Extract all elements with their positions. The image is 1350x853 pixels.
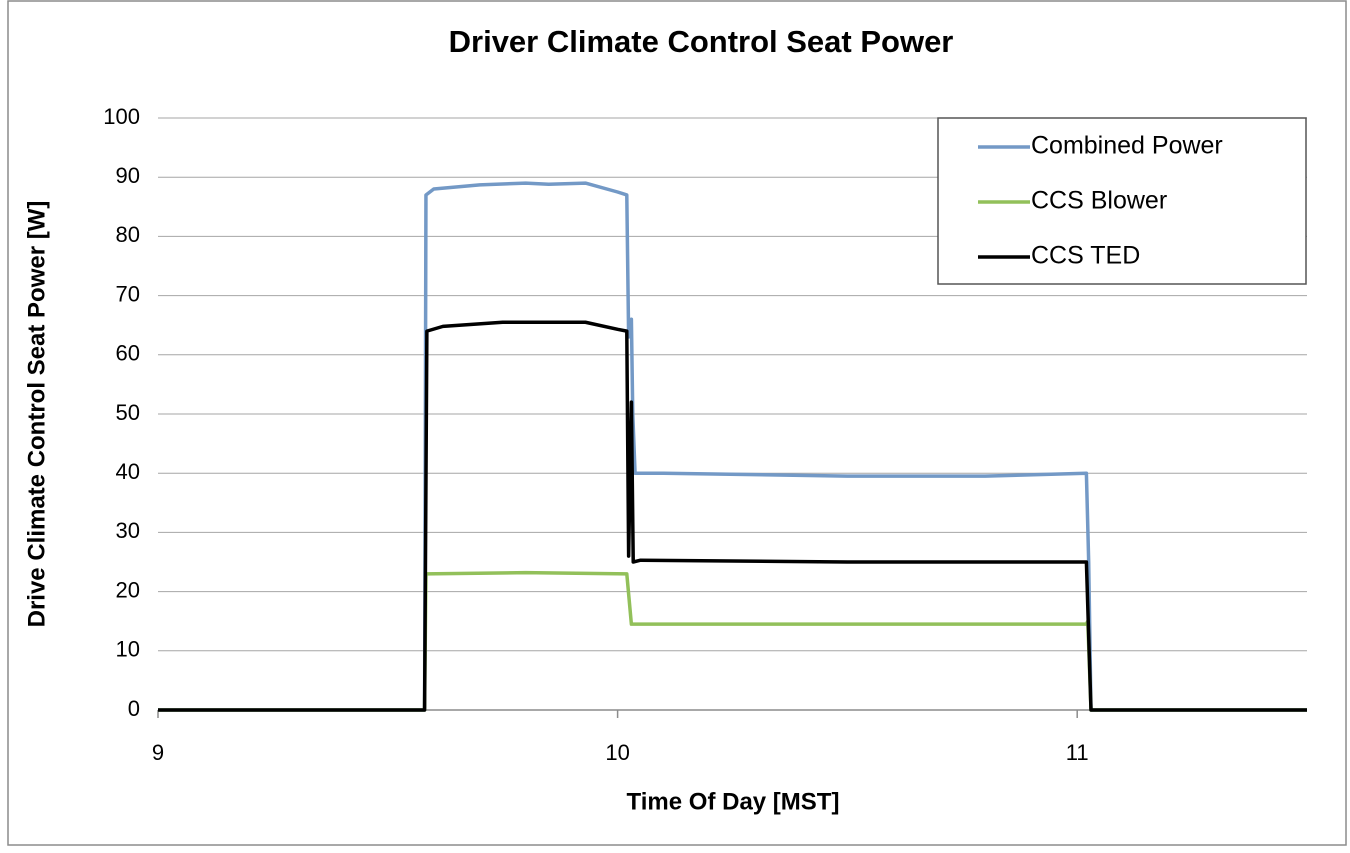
y-tick-label: 70 (116, 281, 140, 306)
x-tick-label: 11 (1066, 740, 1089, 765)
y-tick-label: 40 (116, 459, 140, 484)
y-tick-label: 50 (116, 400, 140, 425)
data-line (158, 181, 1307, 712)
x-tick-label: 10 (605, 740, 629, 765)
y-tick-label: 90 (116, 163, 140, 188)
data-line (158, 320, 1307, 712)
y-tick-label: 100 (103, 104, 140, 129)
legend-label: CCS TED (1031, 242, 1140, 270)
y-tick-label: 80 (116, 222, 140, 247)
y-tick-label: 60 (116, 341, 140, 366)
y-tick-label: 10 (116, 637, 140, 662)
legend-label: Combined Power (1031, 132, 1223, 160)
x-axis-label: Time Of Day [MST] (627, 788, 840, 815)
legend-label: CCS Blower (1031, 187, 1167, 215)
x-tick-label: 9 (152, 740, 164, 765)
y-axis-label: Drive Climate Control Seat Power [W] (23, 201, 50, 628)
chart-title: Driver Climate Control Seat Power (449, 24, 954, 59)
y-tick-label: 0 (128, 696, 140, 721)
y-tick-label: 20 (116, 577, 140, 602)
y-tick-label: 30 (116, 518, 140, 543)
